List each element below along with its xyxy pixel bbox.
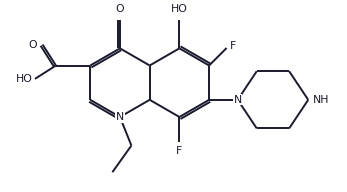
Text: HO: HO <box>171 4 188 14</box>
Text: NH: NH <box>313 95 329 105</box>
Text: N: N <box>234 95 242 105</box>
Text: HO: HO <box>16 74 33 84</box>
Text: O: O <box>116 4 124 14</box>
Text: F: F <box>176 146 183 156</box>
Text: N: N <box>116 112 124 122</box>
Text: O: O <box>28 40 37 50</box>
Text: F: F <box>230 41 236 51</box>
